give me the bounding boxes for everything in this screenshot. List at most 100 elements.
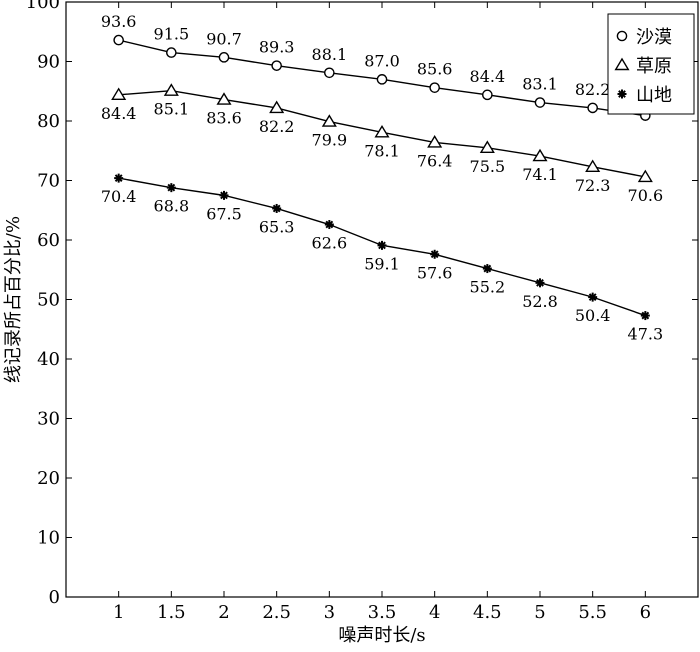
circle-marker: [587, 102, 598, 114]
asterisk-marker: [166, 183, 176, 193]
asterisk-stroke: [272, 204, 281, 213]
asterisk-marker: [272, 203, 282, 213]
data-label: 65.3: [259, 217, 295, 236]
x-tick-label: 4.5: [473, 602, 502, 623]
triangle-marker: [637, 169, 653, 183]
data-label: 62.6: [312, 234, 348, 253]
data-label: 84.4: [470, 67, 506, 86]
data-label: 75.5: [470, 157, 506, 176]
x-tick-label: 4: [429, 602, 440, 623]
asterisk-stroke: [588, 293, 597, 302]
asterisk-marker: [482, 264, 492, 274]
x-tick-label: 5.5: [578, 602, 607, 623]
data-label: 79.9: [312, 131, 348, 150]
triangle-marker: [427, 135, 443, 148]
data-label: 74.1: [522, 165, 558, 184]
data-label: 50.4: [575, 306, 611, 325]
asterisk-marker: [617, 89, 627, 99]
y-tick-label: 50: [37, 290, 60, 311]
asterisk-stroke: [641, 311, 650, 320]
legend-label: 沙漠: [636, 27, 672, 48]
triangle-marker: [374, 124, 390, 138]
asterisk-marker: [535, 278, 545, 288]
circle-marker: [534, 97, 546, 108]
triangle-marker: [532, 148, 548, 162]
asterisk-stroke: [220, 191, 228, 200]
asterisk-stroke: [378, 241, 386, 250]
asterisk-marker: [324, 220, 334, 230]
data-label: 57.6: [417, 263, 453, 282]
x-tick-label: 1.5: [157, 602, 186, 623]
data-label: 90.7: [206, 29, 242, 48]
asterisk-stroke: [430, 250, 439, 259]
circle-marker: [429, 82, 440, 93]
data-label: 82.2: [575, 80, 611, 99]
circle-marker: [166, 47, 177, 58]
y-tick-label: 70: [37, 171, 60, 192]
asterisk-marker: [219, 190, 229, 200]
data-label: 70.6: [628, 186, 664, 205]
data-label: 89.3: [259, 38, 295, 57]
y-tick-label: 20: [37, 468, 60, 489]
y-tick-label: 30: [37, 409, 60, 430]
asterisk-marker: [377, 240, 387, 250]
asterisk-marker: [430, 249, 440, 259]
x-axis-title: 噪声时长/s: [338, 625, 425, 646]
y-tick-label: 100: [26, 0, 60, 13]
y-tick-label: 0: [49, 587, 60, 608]
triangle-marker: [585, 159, 601, 173]
legend-label: 山地: [636, 85, 672, 106]
x-tick-label: 3: [324, 602, 335, 623]
data-label: 85.6: [417, 60, 453, 79]
data-label: 91.5: [154, 25, 190, 44]
circle-marker: [482, 89, 493, 101]
asterisk-stroke: [536, 278, 544, 287]
x-tick-label: 3.5: [368, 602, 397, 623]
triangle-marker: [269, 100, 285, 114]
circle-marker: [324, 67, 335, 79]
circle-marker: [218, 52, 230, 63]
data-label: 70.4: [101, 187, 137, 206]
x-tick-label: 2.5: [262, 602, 291, 623]
circle-marker: [616, 30, 628, 42]
data-label: 59.1: [364, 254, 400, 273]
data-label: 84.4: [101, 104, 137, 123]
data-label: 68.8: [154, 197, 190, 216]
triangle-marker: [614, 57, 630, 71]
asterisk-marker: [588, 292, 598, 302]
x-tick-label: 2: [218, 602, 229, 623]
triangle-marker: [321, 114, 337, 127]
asterisk-stroke: [167, 183, 176, 192]
y-tick-label: 90: [37, 52, 60, 73]
circle-marker: [113, 34, 124, 46]
y-axis-title: 线记录所占百分比/%: [3, 216, 24, 383]
legend-label: 草原: [636, 56, 672, 77]
chart-marks: 93.6 91.5 90.7 89.3 88.1 87.0 85.6 84.4 83.1 82.2…: [101, 12, 663, 343]
data-label: 76.4: [417, 151, 453, 170]
x-tick-label: 5: [534, 602, 545, 623]
circle-marker: [271, 60, 282, 71]
asterisk-marker: [640, 311, 650, 321]
data-label: 83.1: [522, 75, 558, 94]
asterisk-stroke: [618, 90, 626, 98]
triangle-marker: [111, 87, 127, 101]
y-tick-label: 60: [37, 230, 60, 251]
data-label: 83.6: [206, 109, 242, 128]
data-label: 82.2: [259, 117, 295, 136]
asterisk-stroke: [483, 264, 492, 273]
y-tick-label: 10: [37, 528, 60, 549]
data-label: 93.6: [101, 12, 137, 31]
circle-marker: [376, 74, 388, 85]
data-label: 67.5: [206, 204, 242, 223]
triangle-marker: [216, 92, 232, 105]
data-label: 78.1: [364, 141, 400, 160]
asterisk-marker: [114, 173, 124, 183]
x-tick-label: 1: [113, 602, 124, 623]
y-tick-label: 80: [37, 111, 60, 132]
data-label: 88.1: [312, 45, 348, 64]
data-label: 72.3: [575, 176, 611, 195]
triangle-marker: [479, 140, 495, 153]
